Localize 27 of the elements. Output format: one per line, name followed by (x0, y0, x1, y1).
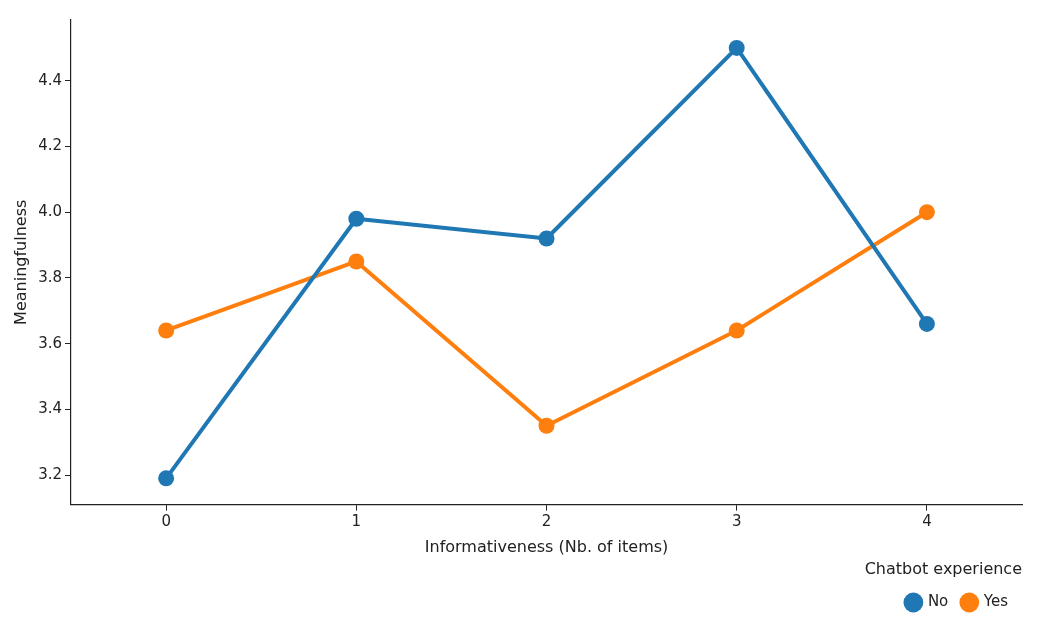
y-axis-title: Meaningfulness (10, 199, 30, 325)
legend-title: Chatbot experience (864, 558, 1022, 578)
point (538, 230, 555, 247)
point (538, 417, 555, 434)
x-tick-label: 0 (161, 512, 171, 531)
x-tick-label: 3 (731, 512, 742, 531)
point (918, 315, 935, 332)
point (348, 210, 365, 227)
y-tick-label: 4.0 (38, 202, 63, 221)
y-tick-label: 3.2 (38, 464, 63, 483)
x-tick-label: 1 (351, 512, 362, 531)
point (918, 204, 935, 221)
point (158, 322, 175, 339)
legend-label: No (927, 592, 949, 611)
point (158, 470, 175, 487)
point (728, 322, 745, 339)
y-tick-label: 4.4 (38, 70, 63, 89)
x-tick-label: 2 (541, 512, 552, 531)
x-axis-title: Informativeness (Nb. of items) (424, 537, 669, 557)
y-tick-label: 3.8 (38, 267, 63, 286)
y-tick-label: 4.2 (38, 136, 63, 155)
legend-label: Yes (982, 592, 1009, 611)
point (728, 39, 745, 56)
point (348, 253, 365, 270)
x-tick-label: 4 (922, 512, 932, 531)
y-tick-label: 3.6 (38, 333, 63, 352)
y-tick-label: 3.4 (38, 399, 63, 418)
